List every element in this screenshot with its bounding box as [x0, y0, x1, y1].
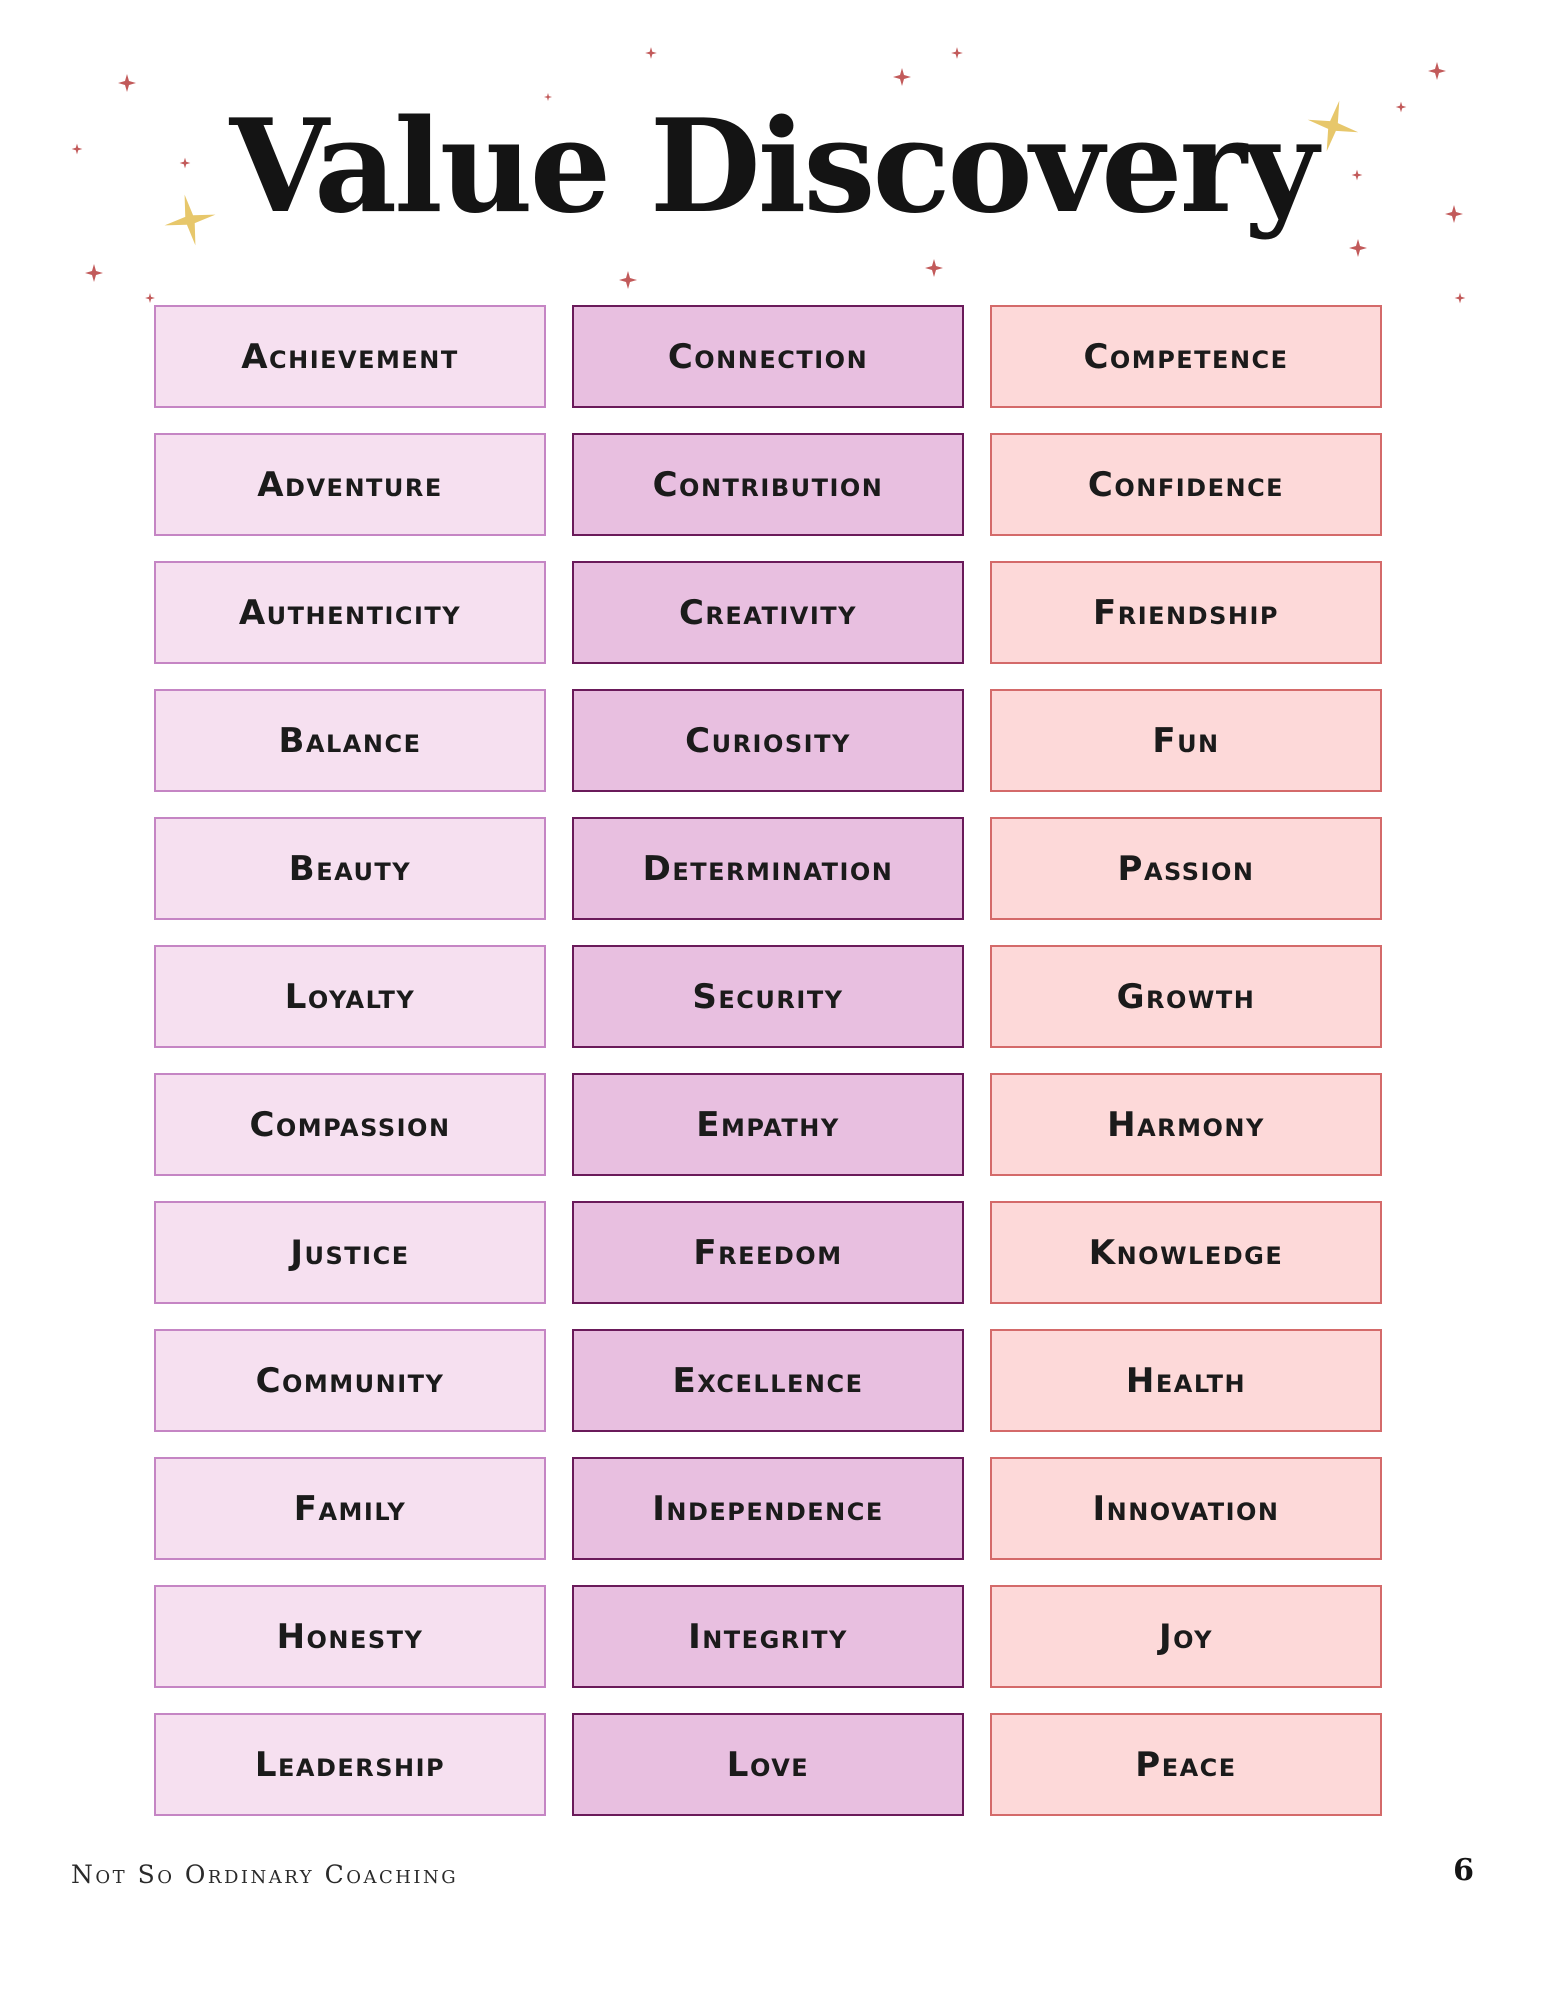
- value-card: Harmony: [990, 1073, 1382, 1176]
- value-card: Security: [572, 945, 964, 1048]
- value-card: Justice: [154, 1201, 546, 1304]
- sparkle-star-icon: [118, 74, 136, 92]
- value-card: Curiosity: [572, 689, 964, 792]
- value-label: Authenticity: [238, 592, 462, 633]
- value-label: Friendship: [1093, 592, 1279, 633]
- value-card: Excellence: [572, 1329, 964, 1432]
- value-card: Loyalty: [154, 945, 546, 1048]
- value-label: Beauty: [288, 848, 412, 889]
- value-label: Adventure: [257, 464, 443, 505]
- page-number: 6: [1453, 1853, 1474, 1888]
- value-label: Love: [726, 1744, 810, 1785]
- value-label: Excellence: [672, 1360, 864, 1401]
- value-label: Joy: [1158, 1616, 1214, 1657]
- value-label: Creativity: [678, 592, 858, 633]
- value-card: Achievement: [154, 305, 546, 408]
- value-card: Knowledge: [990, 1201, 1382, 1304]
- value-card: Family: [154, 1457, 546, 1560]
- value-card: Integrity: [572, 1585, 964, 1688]
- sparkle-star-icon: [145, 293, 155, 303]
- value-label: Peace: [1135, 1744, 1237, 1785]
- value-label: Connection: [667, 336, 869, 377]
- value-card: Connection: [572, 305, 964, 408]
- value-card: Honesty: [154, 1585, 546, 1688]
- value-label: Curiosity: [685, 720, 851, 761]
- sparkle-star-icon: [951, 47, 963, 59]
- value-card: Friendship: [990, 561, 1382, 664]
- value-label: Determination: [642, 848, 894, 889]
- value-label: Growth: [1116, 976, 1256, 1017]
- footer-brand: Not So Ordinary Coaching: [71, 1860, 459, 1889]
- page-title: Value Discovery: [229, 92, 1319, 242]
- value-label: Independence: [652, 1488, 884, 1529]
- value-card: Authenticity: [154, 561, 546, 664]
- value-label: Achievement: [241, 336, 459, 377]
- value-label: Integrity: [688, 1616, 848, 1657]
- sparkle-star-icon: [893, 68, 911, 86]
- value-card: Contribution: [572, 433, 964, 536]
- value-label: Balance: [278, 720, 422, 761]
- value-card: Competence: [990, 305, 1382, 408]
- value-card: Freedom: [572, 1201, 964, 1304]
- value-label: Contribution: [652, 464, 884, 505]
- value-card: Confidence: [990, 433, 1382, 536]
- value-label: Innovation: [1092, 1488, 1280, 1529]
- sparkle-star-icon: [1428, 62, 1446, 80]
- value-label: Freedom: [693, 1232, 843, 1273]
- value-card: Growth: [990, 945, 1382, 1048]
- value-label: Loyalty: [284, 976, 416, 1017]
- value-card: Leadership: [154, 1713, 546, 1816]
- value-card: Balance: [154, 689, 546, 792]
- value-label: Confidence: [1087, 464, 1285, 505]
- value-card: Empathy: [572, 1073, 964, 1176]
- value-card: Love: [572, 1713, 964, 1816]
- value-label: Family: [293, 1488, 407, 1529]
- value-label: Knowledge: [1088, 1232, 1284, 1273]
- value-card: Independence: [572, 1457, 964, 1560]
- value-card: Peace: [990, 1713, 1382, 1816]
- value-card: Beauty: [154, 817, 546, 920]
- value-label: Leadership: [254, 1744, 446, 1785]
- value-card: Fun: [990, 689, 1382, 792]
- value-card: Community: [154, 1329, 546, 1432]
- sparkle-star-icon: [645, 47, 657, 59]
- value-label: Passion: [1117, 848, 1255, 889]
- value-label: Fun: [1152, 720, 1220, 761]
- value-card: Joy: [990, 1585, 1382, 1688]
- value-card: Adventure: [154, 433, 546, 536]
- sparkle-star-icon: [1454, 292, 1466, 304]
- value-card: Innovation: [990, 1457, 1382, 1560]
- value-label: Harmony: [1107, 1104, 1265, 1145]
- value-label: Empathy: [696, 1104, 840, 1145]
- sparkle-star-icon: [619, 271, 637, 289]
- value-label: Justice: [290, 1232, 410, 1273]
- value-card: Passion: [990, 817, 1382, 920]
- value-card: Determination: [572, 817, 964, 920]
- values-grid: Achievement Connection Competence Advent…: [154, 305, 1390, 1816]
- sparkle-star-icon: [925, 259, 943, 277]
- value-label: Honesty: [276, 1616, 424, 1657]
- value-card: Compassion: [154, 1073, 546, 1176]
- value-label: Health: [1125, 1360, 1247, 1401]
- value-card: Creativity: [572, 561, 964, 664]
- value-card: Health: [990, 1329, 1382, 1432]
- value-label: Compassion: [249, 1104, 451, 1145]
- value-label: Competence: [1083, 336, 1289, 377]
- sparkle-star-icon: [85, 264, 103, 282]
- value-label: Security: [692, 976, 844, 1017]
- value-label: Community: [255, 1360, 445, 1401]
